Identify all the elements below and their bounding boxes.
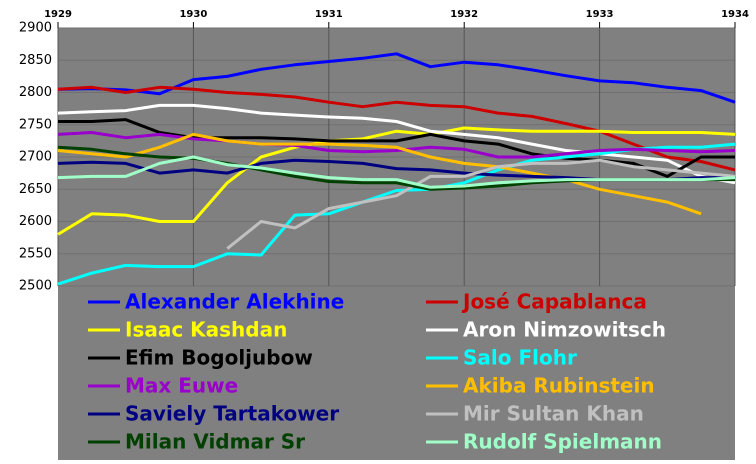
series-line xyxy=(57,103,736,185)
series-line xyxy=(226,158,736,250)
y-tick-label: 2700 xyxy=(19,150,52,165)
y-tick-label: 2500 xyxy=(19,279,52,294)
legend-label: José Capablanca xyxy=(461,290,647,314)
y-tick-label: 2650 xyxy=(19,182,52,197)
x-tick-label: 1934 xyxy=(721,9,749,20)
plot-background xyxy=(58,28,735,460)
series-line xyxy=(58,118,735,178)
y-tick-label: 2600 xyxy=(19,214,52,229)
lines xyxy=(57,52,736,286)
legend-label: Isaac Kashdan xyxy=(125,318,287,342)
y-tick-label: 2800 xyxy=(19,85,52,100)
legend-label: Aron Nimzowitsch xyxy=(463,318,666,342)
y-tick-label: 2850 xyxy=(19,53,52,68)
legend-label: Max Euwe xyxy=(125,374,238,398)
legend-label: Salo Flohr xyxy=(463,346,577,370)
y-tick-label: 2750 xyxy=(19,117,52,132)
series-line xyxy=(57,85,736,172)
legend-label: Akiba Rubinstein xyxy=(463,374,655,398)
series-line xyxy=(57,131,736,159)
x-tick-label: 1931 xyxy=(315,9,343,20)
x-tick-label: 1933 xyxy=(586,9,614,20)
legend-label: Saviely Tartakower xyxy=(125,402,339,426)
legend-label: Rudolf Spielmann xyxy=(463,430,662,454)
x-tick-label: 1932 xyxy=(450,9,478,20)
series-line xyxy=(57,132,702,216)
series-line xyxy=(57,155,736,189)
legend-label: Efim Bogoljubow xyxy=(125,346,313,370)
x-tick-label: 1929 xyxy=(44,9,72,20)
y-tick-label: 2900 xyxy=(19,21,52,36)
legend-label: Alexander Alekhine xyxy=(125,290,344,314)
axes: 2500 2550 2600 2650 2700 2750 2800 2850 29001929… xyxy=(19,9,749,294)
legend-label: Mir Sultan Khan xyxy=(463,402,644,426)
legend: Alexander Alekhine José Capablanca Isaac K… xyxy=(88,290,666,454)
y-tick-label: 2550 xyxy=(19,246,52,261)
series-line xyxy=(57,126,736,236)
legend-label: Milan Vidmar Sr xyxy=(125,430,305,454)
x-tick-label: 1930 xyxy=(179,9,207,20)
